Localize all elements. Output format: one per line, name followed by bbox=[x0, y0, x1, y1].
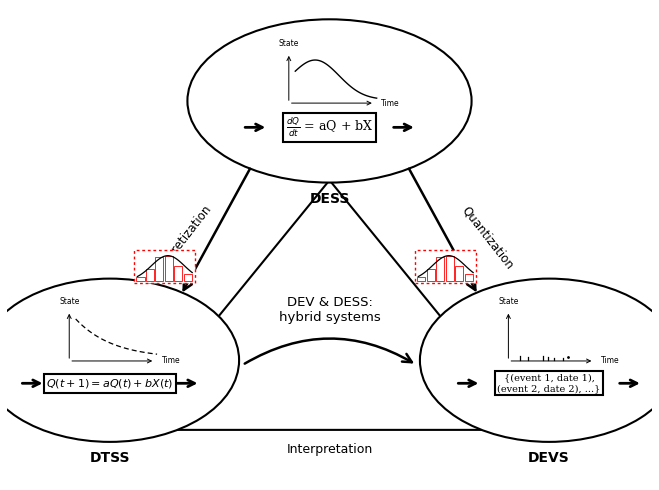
Bar bbox=[445, 256, 454, 281]
Text: State: State bbox=[498, 297, 519, 306]
Text: State: State bbox=[59, 297, 80, 306]
Bar bbox=[417, 277, 426, 281]
Bar bbox=[465, 274, 473, 281]
FancyBboxPatch shape bbox=[415, 250, 476, 283]
Text: State: State bbox=[279, 39, 299, 48]
Bar bbox=[146, 269, 154, 281]
Bar bbox=[165, 256, 173, 281]
Bar bbox=[436, 257, 444, 281]
Text: DEVS: DEVS bbox=[529, 451, 570, 466]
Text: $\frac{dQ}{dt}$ = aQ + bX: $\frac{dQ}{dt}$ = aQ + bX bbox=[286, 116, 373, 139]
FancyBboxPatch shape bbox=[134, 250, 196, 283]
Ellipse shape bbox=[0, 279, 239, 442]
Bar bbox=[427, 269, 435, 281]
Text: DEV & DESS:
hybrid systems: DEV & DESS: hybrid systems bbox=[279, 296, 380, 324]
Text: Interpretation: Interpretation bbox=[287, 442, 372, 456]
Text: $Q(t+1) = aQ(t)+bX(t)$: $Q(t+1) = aQ(t)+bX(t)$ bbox=[46, 377, 173, 390]
Bar bbox=[455, 266, 463, 281]
Text: Time: Time bbox=[161, 356, 180, 366]
Text: Time: Time bbox=[601, 356, 619, 366]
Text: Discretization: Discretization bbox=[154, 202, 214, 274]
Text: {(event 1, date 1),
(event 2, date 2), ...}: {(event 1, date 1), (event 2, date 2), .… bbox=[498, 373, 601, 393]
Bar bbox=[184, 274, 192, 281]
Text: DTSS: DTSS bbox=[90, 451, 130, 466]
Ellipse shape bbox=[420, 279, 659, 442]
Ellipse shape bbox=[187, 19, 472, 183]
Bar bbox=[136, 277, 144, 281]
Text: DESS: DESS bbox=[309, 192, 350, 206]
Text: Time: Time bbox=[381, 98, 400, 108]
Bar bbox=[156, 257, 163, 281]
Bar bbox=[174, 266, 183, 281]
Text: Quantization: Quantization bbox=[459, 204, 516, 271]
